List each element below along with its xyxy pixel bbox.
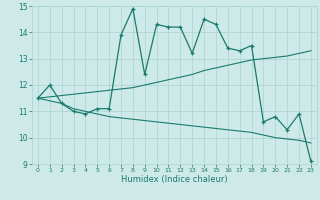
X-axis label: Humidex (Indice chaleur): Humidex (Indice chaleur) — [121, 175, 228, 184]
